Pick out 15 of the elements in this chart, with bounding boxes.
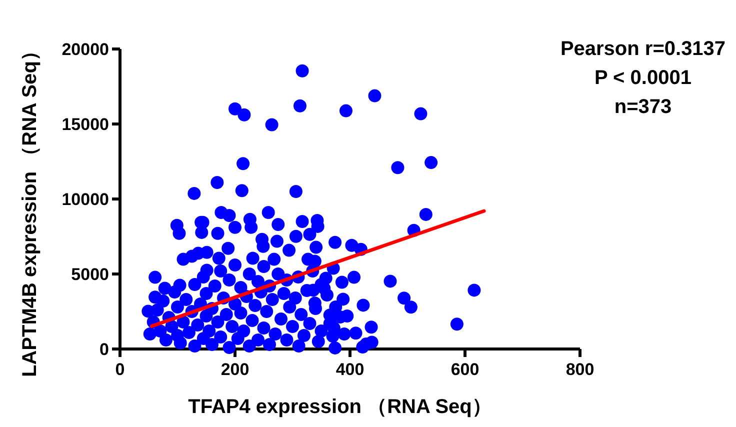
text: n=373 bbox=[614, 96, 672, 118]
x-tick-label: 200 bbox=[220, 360, 250, 379]
y-axis-title: LAPTM4B expression （RNA Seq） bbox=[19, 41, 41, 377]
y-tick-label: 20000 bbox=[62, 40, 109, 59]
y-tick-label: 10000 bbox=[62, 190, 109, 209]
x-tick-label: 800 bbox=[566, 360, 594, 379]
x-tick-label: 600 bbox=[450, 360, 480, 379]
y-tick-label: 0 bbox=[100, 340, 109, 359]
y-tick-label: 15000 bbox=[62, 115, 109, 134]
x-tick-label: 0 bbox=[115, 360, 125, 379]
x-axis-title: TFAP4 expression （RNA Seq） bbox=[188, 396, 492, 418]
y-tick-label: 5000 bbox=[71, 265, 109, 284]
annotation: Pearson r=0.3137 bbox=[560, 38, 726, 60]
text: P < 0.0001 bbox=[594, 67, 692, 89]
x-tick-label: 400 bbox=[336, 360, 364, 379]
